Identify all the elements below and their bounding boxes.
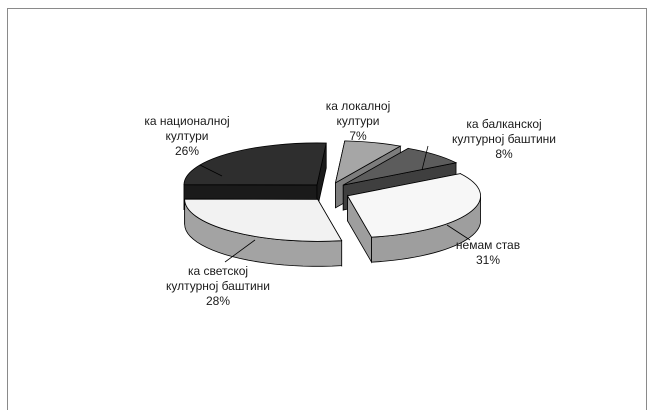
slice-label-line: немам став xyxy=(456,238,520,252)
slice-percent: 26% xyxy=(175,144,199,158)
label-leader-line xyxy=(446,224,471,241)
slice-label-line: ка светској xyxy=(188,264,248,278)
slice-label: ка локалној култури 7% xyxy=(326,99,391,143)
slice-label-line: ка националној xyxy=(144,114,229,128)
slice-label: немам став 31% xyxy=(456,238,520,267)
slice-label: ка светској културној баштини 28% xyxy=(166,264,270,308)
label-leader-line xyxy=(224,239,256,263)
chart-frame xyxy=(7,8,647,410)
pie-slice xyxy=(184,197,343,268)
slice-percent: 31% xyxy=(476,253,500,267)
slice-label-line: култури xyxy=(166,129,209,143)
label-leader-line xyxy=(199,164,223,177)
slice-label-line: културној баштини xyxy=(166,279,270,293)
pie-slices xyxy=(183,140,481,268)
label-leader-line xyxy=(421,145,429,171)
pie-slice xyxy=(346,173,481,264)
slice-label-line: ка локалној xyxy=(326,99,391,113)
slice-percent: 28% xyxy=(206,294,230,308)
slice-label-line: ка балканској xyxy=(466,117,541,131)
slice-percent: 7% xyxy=(349,129,367,143)
pie-labels: ка локалној култури 7%ка балканској културн… xyxy=(144,99,556,308)
slice-label-line: култури xyxy=(337,114,380,128)
slice-percent: 8% xyxy=(495,147,513,161)
slice-label: ка балканској културној баштини 8% xyxy=(452,117,556,161)
slice-label: ка националној култури 26% xyxy=(144,114,229,158)
slice-label-line: културној баштини xyxy=(452,132,556,146)
